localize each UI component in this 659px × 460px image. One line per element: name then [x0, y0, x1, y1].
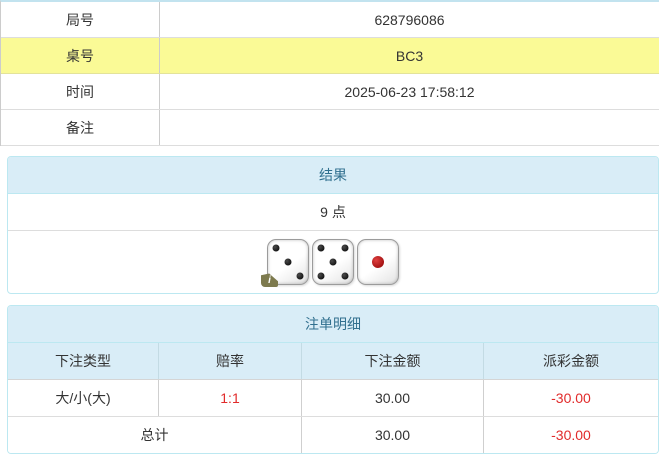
- table-row-table-number: 桌号 BC3: [1, 38, 659, 74]
- die-pip: [341, 244, 349, 252]
- table-number-value: BC3: [395, 47, 424, 64]
- col-header-payout: 派彩金额: [483, 343, 658, 379]
- result-points: 9 点: [8, 194, 658, 231]
- bet-row: 大/小(大) 1:1 30.00 -30.00: [8, 380, 658, 417]
- col-header-odds: 赔率: [158, 343, 301, 379]
- total-payout: -30.00: [483, 417, 658, 453]
- die-pip: [272, 244, 280, 252]
- bet-details-title: 注单明细: [8, 306, 658, 343]
- bet-amount-cell: 30.00: [301, 380, 483, 416]
- odds-cell: 1:1: [158, 380, 301, 416]
- bet-type-cell: 大/小(大): [55, 390, 111, 406]
- dice-row: i: [8, 231, 658, 293]
- time-value: 2025-06-23 17:58:12: [344, 83, 475, 100]
- table-number-label: 桌号: [1, 38, 160, 73]
- time-label: 时间: [1, 74, 160, 109]
- die-pip: [329, 258, 337, 266]
- die-pip: [296, 272, 304, 280]
- die-pip: [317, 244, 325, 252]
- round-number-value: 628796086: [374, 11, 445, 28]
- total-row: 总计 30.00 -30.00: [8, 417, 658, 453]
- result-panel: 结果 9 点 i: [7, 156, 659, 294]
- die-1: i: [261, 239, 309, 287]
- die-3: [357, 239, 399, 285]
- die-pip: [317, 272, 325, 280]
- die-pip: [341, 272, 349, 280]
- table-row-remark: 备注: [1, 110, 659, 146]
- col-header-bet-type: 下注类型: [55, 353, 111, 369]
- die-2: [312, 239, 354, 285]
- info-icon[interactable]: i: [261, 273, 278, 287]
- result-panel-title: 结果: [8, 157, 658, 194]
- total-bet-amount: 30.00: [301, 417, 483, 453]
- payout-cell: -30.00: [483, 380, 658, 416]
- total-label: 总计: [140, 427, 169, 443]
- game-info-table: 局号 628796086 桌号 BC3 时间 2025-06-23 17:58:…: [0, 0, 659, 146]
- table-row-round-number: 局号 628796086: [1, 2, 659, 38]
- bet-details-panel: 注单明细 下注类型 赔率 下注金额 派彩金额 大/小(大) 1:1 30.00 …: [7, 305, 659, 454]
- die-pip: [372, 256, 384, 268]
- col-header-bet-amount: 下注金额: [301, 343, 483, 379]
- bets-header-row: 下注类型 赔率 下注金额 派彩金额: [8, 343, 658, 380]
- remark-label: 备注: [1, 110, 160, 145]
- die-pip: [284, 258, 292, 266]
- round-number-label: 局号: [1, 2, 160, 37]
- table-row-time: 时间 2025-06-23 17:58:12: [1, 74, 659, 110]
